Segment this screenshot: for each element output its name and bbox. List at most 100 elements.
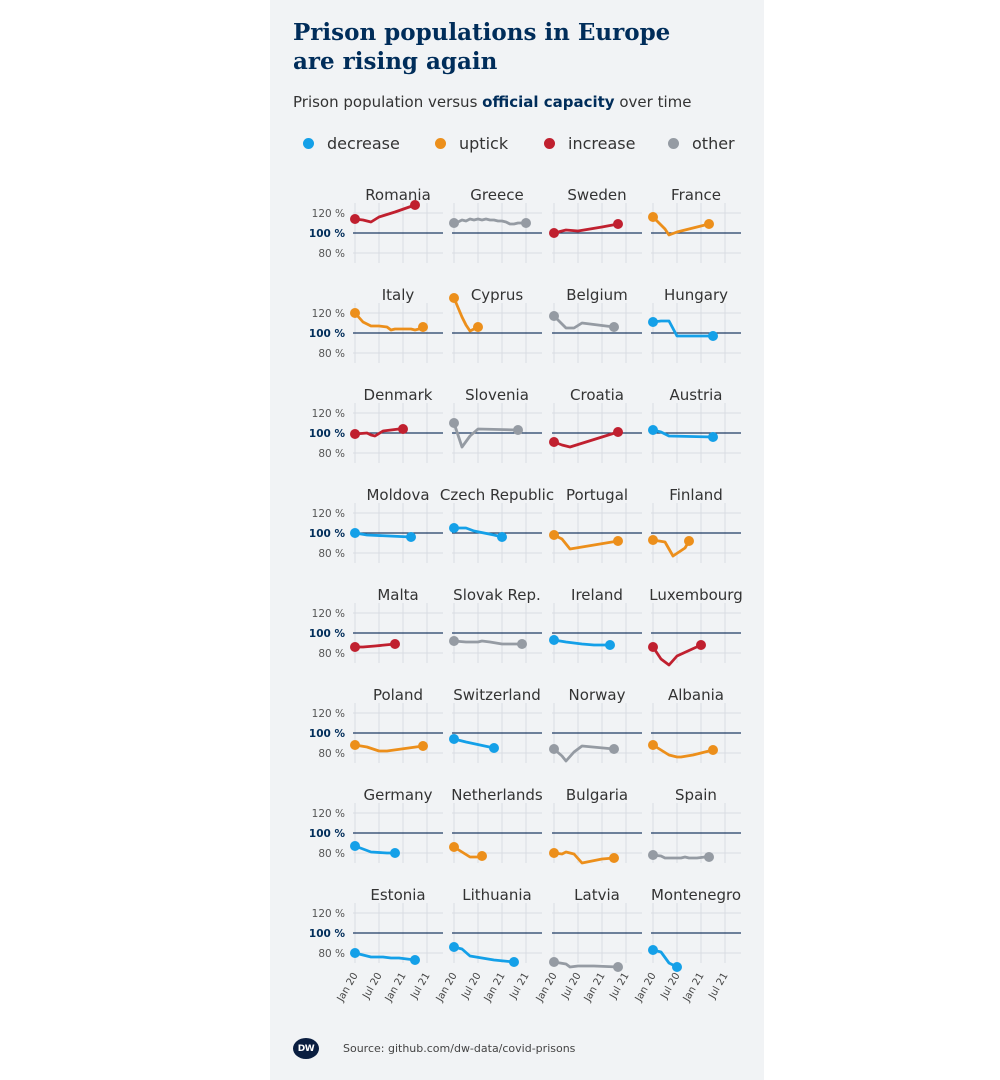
- series-line: [353, 743, 425, 753]
- y-tick-label: 80 %: [318, 348, 345, 360]
- data-point: [708, 745, 718, 755]
- data-point: [549, 530, 559, 540]
- panel-title: Bulgaria: [566, 786, 628, 804]
- y-tick-label: 120 %: [312, 208, 345, 220]
- series-line: [452, 945, 516, 964]
- panel-title: Montenegro: [651, 886, 741, 904]
- data-point: [350, 429, 360, 439]
- data-point: [449, 636, 459, 646]
- data-point: [449, 734, 459, 744]
- y-tick-label: 80 %: [318, 548, 345, 560]
- chart-title: Prison populations in Europe are rising …: [293, 18, 753, 76]
- y-tick-label: 120 %: [312, 708, 345, 720]
- data-point: [648, 740, 658, 750]
- series-line: [651, 319, 715, 338]
- data-point: [449, 218, 459, 228]
- legend-label: uptick: [459, 134, 509, 153]
- data-point: [449, 418, 459, 428]
- series-line: [552, 850, 616, 865]
- y-tick-label: 80 %: [318, 448, 345, 460]
- x-tick-label: Jul 21: [608, 971, 632, 1002]
- data-point: [549, 228, 559, 238]
- y-tick-label: 100 %: [309, 228, 346, 240]
- small-multiples-chart: 120 % 100 % 80 % Romania Greece Sweden France 1…: [309, 186, 743, 1004]
- data-point: [609, 744, 619, 754]
- data-point: [350, 740, 360, 750]
- panel-title: France: [671, 186, 721, 204]
- subtitle-text-end: over time: [614, 93, 692, 111]
- y-tick-label: 100 %: [309, 528, 346, 540]
- data-point: [648, 317, 658, 327]
- panel-title: Croatia: [570, 386, 624, 404]
- x-tick-label: Jul 20: [460, 971, 484, 1002]
- legend: decrease uptick increase other: [303, 134, 763, 158]
- data-point: [477, 851, 487, 861]
- panel-title: Latvia: [574, 886, 620, 904]
- legend-label: other: [692, 134, 735, 153]
- data-point: [672, 962, 682, 972]
- panel-title: Belgium: [566, 286, 628, 304]
- data-point: [390, 639, 400, 649]
- title-line-2: are rising again: [293, 48, 498, 75]
- title-line-1: Prison populations in Europe: [293, 19, 671, 46]
- legend-item-other: other: [668, 134, 735, 153]
- series-line: [353, 203, 417, 224]
- panel-title: Poland: [373, 686, 423, 704]
- data-point: [410, 955, 420, 965]
- x-tick-label: Jan 21: [482, 971, 508, 1004]
- panel-title: Luxembourg: [649, 586, 743, 604]
- series-line: [353, 642, 397, 649]
- data-point: [696, 640, 706, 650]
- panel-title: Sweden: [567, 186, 626, 204]
- data-point: [549, 957, 559, 967]
- subtitle-text: Prison population versus: [293, 93, 483, 111]
- data-point: [350, 948, 360, 958]
- data-point: [609, 322, 619, 332]
- y-tick-label: 100 %: [309, 828, 346, 840]
- y-tick-label: 120 %: [312, 808, 345, 820]
- subtitle-emphasis: official capacity: [482, 93, 615, 111]
- data-point: [704, 219, 714, 229]
- data-point: [704, 852, 714, 862]
- source-note: Source: github.com/dw-data/covid-prisons: [343, 1042, 576, 1055]
- y-tick-label: 80 %: [318, 748, 345, 760]
- y-tick-label: 100 %: [309, 328, 346, 340]
- data-point: [350, 841, 360, 851]
- legend-item-increase: increase: [544, 134, 635, 153]
- series-line: [552, 960, 620, 969]
- data-point: [549, 437, 559, 447]
- x-tick-label: Jul 20: [361, 971, 385, 1002]
- series-line: [651, 538, 691, 558]
- data-point: [449, 842, 459, 852]
- series-line: [651, 743, 715, 759]
- data-point: [609, 853, 619, 863]
- x-tick-label: Jan 20: [434, 971, 460, 1004]
- legend-item-uptick: uptick: [435, 134, 508, 153]
- data-point: [708, 331, 718, 341]
- y-tick-label: 120 %: [312, 508, 345, 520]
- panel-title: Ireland: [571, 586, 623, 604]
- series-line: [452, 737, 496, 750]
- y-tick-label: 120 %: [312, 308, 345, 320]
- y-tick-label: 80 %: [318, 848, 345, 860]
- y-tick-label: 120 %: [312, 408, 345, 420]
- data-point: [449, 293, 459, 303]
- panel-title: Slovak Rep.: [453, 586, 541, 604]
- x-tick-label: Jan 21: [681, 971, 707, 1004]
- panel-title: Netherlands: [451, 786, 543, 804]
- panel-title: Czech Republic: [440, 486, 554, 504]
- x-tick-label: Jul 21: [707, 971, 731, 1002]
- series-line: [452, 639, 524, 646]
- series-line: [552, 222, 620, 235]
- series-line: [552, 314, 616, 330]
- series-line: [552, 533, 620, 551]
- series-line: [552, 430, 620, 449]
- data-point: [390, 848, 400, 858]
- data-point: [605, 640, 615, 650]
- x-tick-label: Jul 21: [508, 971, 532, 1002]
- data-point: [418, 322, 428, 332]
- dw-logo: DW: [293, 1038, 319, 1059]
- data-point: [489, 743, 499, 753]
- y-tick-label: 100 %: [309, 628, 346, 640]
- data-point: [521, 218, 531, 228]
